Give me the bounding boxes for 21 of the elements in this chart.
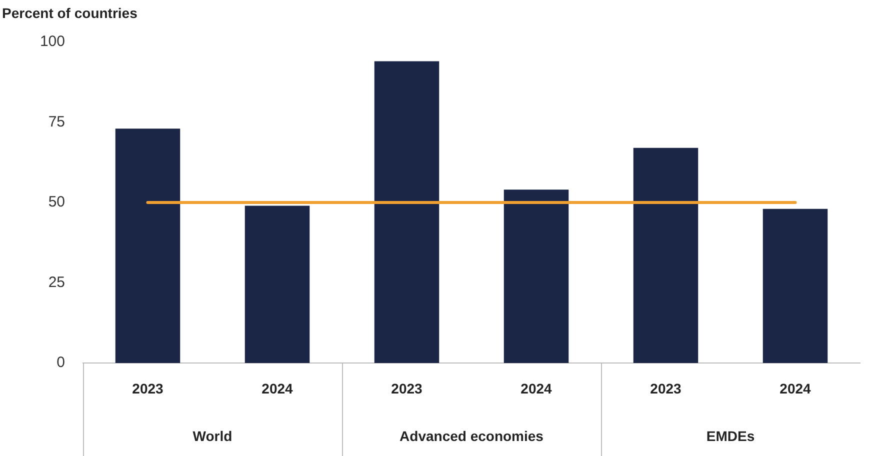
- x-tick-label: 2024: [262, 380, 294, 396]
- x-tick-label: 2023: [391, 380, 423, 396]
- x-tick-label: 2024: [520, 380, 552, 396]
- bar: [374, 61, 440, 363]
- text: World: [192, 428, 232, 444]
- bar: [504, 190, 569, 363]
- bar: [244, 206, 310, 363]
- bar: [762, 208, 828, 363]
- bar: [115, 128, 180, 363]
- y-tick-label: 100: [40, 33, 65, 50]
- y-tick-label: 50: [48, 194, 65, 211]
- y-axis-title: Percent of countries: [2, 4, 138, 21]
- x-tick-label: 2024: [780, 380, 812, 396]
- y-tick-label: 75: [48, 113, 65, 130]
- text: EMDEs: [706, 428, 755, 444]
- bar: [633, 148, 698, 363]
- x-tick-label: 2023: [132, 380, 164, 396]
- text: Advanced economies: [400, 428, 544, 444]
- y-tick-label: 0: [56, 354, 65, 372]
- y-tick-label: 25: [48, 274, 65, 291]
- x-tick-label: 2023: [650, 380, 682, 396]
